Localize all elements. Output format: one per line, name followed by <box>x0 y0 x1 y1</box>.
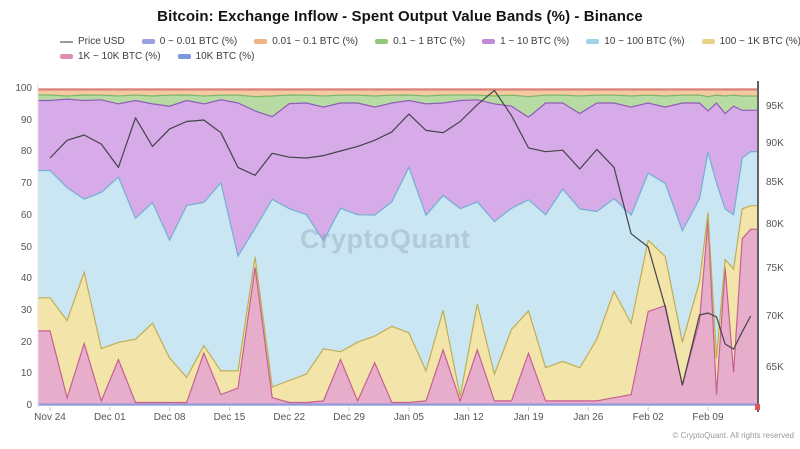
x-axis-tick-label: Dec 15 <box>213 412 246 423</box>
left-axis-tick-label: 90 <box>20 114 32 126</box>
legend-item-10k-btc[interactable]: 10K BTC (%) <box>177 51 255 62</box>
x-axis-tick-label: Feb 09 <box>692 412 724 423</box>
area-swatch-icon <box>701 39 715 44</box>
legend-item-price-usd[interactable]: Price USD <box>60 36 125 47</box>
legend-label: 0.01 ~ 0.1 BTC (%) <box>272 36 359 47</box>
legend-label: 1 ~ 10 BTC (%) <box>500 36 570 47</box>
line-swatch-icon <box>60 40 73 43</box>
legend-label: 0.1 ~ 1 BTC (%) <box>393 36 466 47</box>
legend-item-0-0-01-btc[interactable]: 0 ~ 0.01 BTC (%) <box>141 36 238 47</box>
right-axis-tick-label: 95K <box>766 100 784 112</box>
area-swatch-icon <box>586 39 600 44</box>
area-swatch-icon <box>60 54 73 59</box>
left-axis-tick-label: 10 <box>20 368 32 380</box>
legend-label: 10 ~ 100 BTC (%) <box>604 36 685 47</box>
right-axis-tick-label: 90K <box>766 138 784 150</box>
right-axis-tick-label: 80K <box>766 219 784 231</box>
band-1K ~ 10K BTC (%)[interactable] <box>38 220 757 405</box>
legend-label: 100 ~ 1K BTC (%) <box>719 36 800 47</box>
left-axis-tick-label: 70 <box>20 178 32 190</box>
copyright-footer: © CryptoQuant. All rights reserved <box>672 431 795 440</box>
right-axis-tick-label: 75K <box>766 263 784 275</box>
legend-item-1k-10k-btc[interactable]: 1K ~ 10K BTC (%) <box>60 51 161 62</box>
right-axis-tick-label: 70K <box>766 310 784 322</box>
legend-label: 1K ~ 10K BTC (%) <box>78 51 161 62</box>
legend-item-100-1k-btc[interactable]: 100 ~ 1K BTC (%) <box>701 36 800 47</box>
area-swatch-icon <box>375 39 389 44</box>
x-axis-tick-label: Feb 02 <box>632 412 664 423</box>
legend-item-0-1-1-btc[interactable]: 0.1 ~ 1 BTC (%) <box>375 36 465 47</box>
left-axis-tick-label: 80 <box>20 146 32 158</box>
x-axis-tick-label: Jan 26 <box>573 412 604 423</box>
area-swatch-icon <box>254 39 268 44</box>
x-axis-tick-label: Dec 22 <box>273 412 306 423</box>
x-axis-tick-label: Dec 08 <box>153 412 186 423</box>
legend-item-0-01-0-1-btc[interactable]: 0.01 ~ 0.1 BTC (%) <box>254 36 358 47</box>
band-edge <box>38 151 757 258</box>
band-100 ~ 1K BTC (%)[interactable] <box>38 205 757 403</box>
left-axis-tick-label: 50 <box>20 241 32 253</box>
price-usd-line[interactable] <box>49 89 752 386</box>
left-axis-tick-label: 30 <box>20 304 32 316</box>
right-axis-tick-label: 85K <box>766 177 784 189</box>
area-swatch-icon <box>141 39 155 44</box>
legend-label: 10K BTC (%) <box>195 51 255 62</box>
x-axis-tick-label: Dec 29 <box>333 412 365 423</box>
x-axis-tick-label: Jan 19 <box>513 412 544 423</box>
legend-label: Price USD <box>78 36 125 47</box>
band-edge <box>38 94 757 98</box>
latest-value-marker <box>755 404 760 410</box>
left-axis-tick-label: 20 <box>20 336 32 348</box>
legend-item-10-100-btc[interactable]: 10 ~ 100 BTC (%) <box>586 36 685 47</box>
x-axis-tick-label: Dec 01 <box>93 412 126 423</box>
left-axis-tick-label: 60 <box>20 209 32 221</box>
right-axis-tick-label: 65K <box>766 361 784 373</box>
area-swatch-icon <box>482 39 496 44</box>
x-axis-tick-label: Jan 12 <box>453 412 484 423</box>
band-edge <box>38 205 757 397</box>
band-1 ~ 10 BTC (%)[interactable] <box>38 99 757 257</box>
legend-label: 0 ~ 0.01 BTC (%) <box>159 36 238 47</box>
left-axis-tick-label: 40 <box>20 273 32 285</box>
x-axis-tick-label: Nov 24 <box>34 412 66 423</box>
band-edge <box>38 98 757 118</box>
chart-title: Bitcoin: Exchange Inflow - Spent Output … <box>157 8 643 25</box>
x-axis-tick-label: Jan 05 <box>393 412 424 423</box>
legend: Price USD 0 ~ 0.01 BTC (%) 0.01 ~ 0.1 BTC … <box>60 36 800 66</box>
left-axis-tick-label: 0 <box>26 400 32 411</box>
area-swatch-icon <box>177 54 191 59</box>
band-10 ~ 100 BTC (%)[interactable] <box>38 151 757 397</box>
left-axis-tick-label: 100 <box>15 83 32 94</box>
legend-item-1-10-btc[interactable]: 1 ~ 10 BTC (%) <box>482 36 569 47</box>
